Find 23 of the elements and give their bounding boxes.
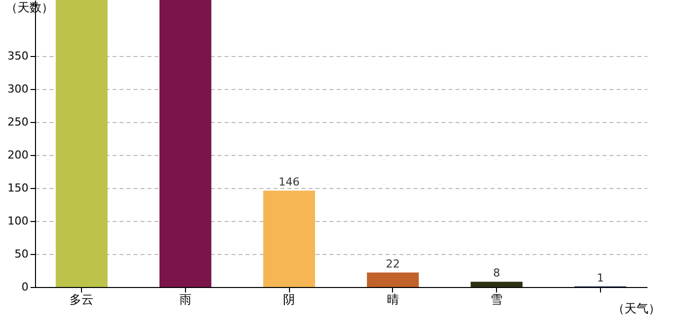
bar bbox=[56, 0, 108, 287]
bar bbox=[470, 282, 523, 287]
x-tick-label: 多云 bbox=[70, 292, 94, 306]
data-label: 146 bbox=[278, 176, 300, 189]
bar bbox=[263, 190, 316, 287]
y-tick-label: 350 bbox=[8, 50, 28, 63]
y-tick-label: 300 bbox=[8, 82, 28, 96]
x-tick-label: 晴 bbox=[386, 292, 399, 306]
bar bbox=[159, 0, 212, 287]
bar bbox=[366, 272, 419, 287]
y-tick-label: 200 bbox=[8, 148, 28, 162]
y-tick-label: 100 bbox=[8, 214, 28, 228]
y-tick-label: 150 bbox=[8, 182, 28, 195]
x-tick-label: 雨 bbox=[179, 292, 192, 306]
y-tick-label: 0 bbox=[22, 280, 28, 294]
x-tick-label: 阴 bbox=[283, 292, 296, 306]
x-axis-title: （天气） bbox=[612, 302, 660, 316]
y-tick-label: 250 bbox=[8, 116, 28, 129]
data-label: 8 bbox=[493, 266, 500, 280]
x-tick-label: 雪 bbox=[490, 292, 503, 306]
y-tick-label: 50 bbox=[14, 248, 28, 261]
data-label: 1 bbox=[596, 271, 604, 284]
data-label: 22 bbox=[386, 257, 400, 270]
